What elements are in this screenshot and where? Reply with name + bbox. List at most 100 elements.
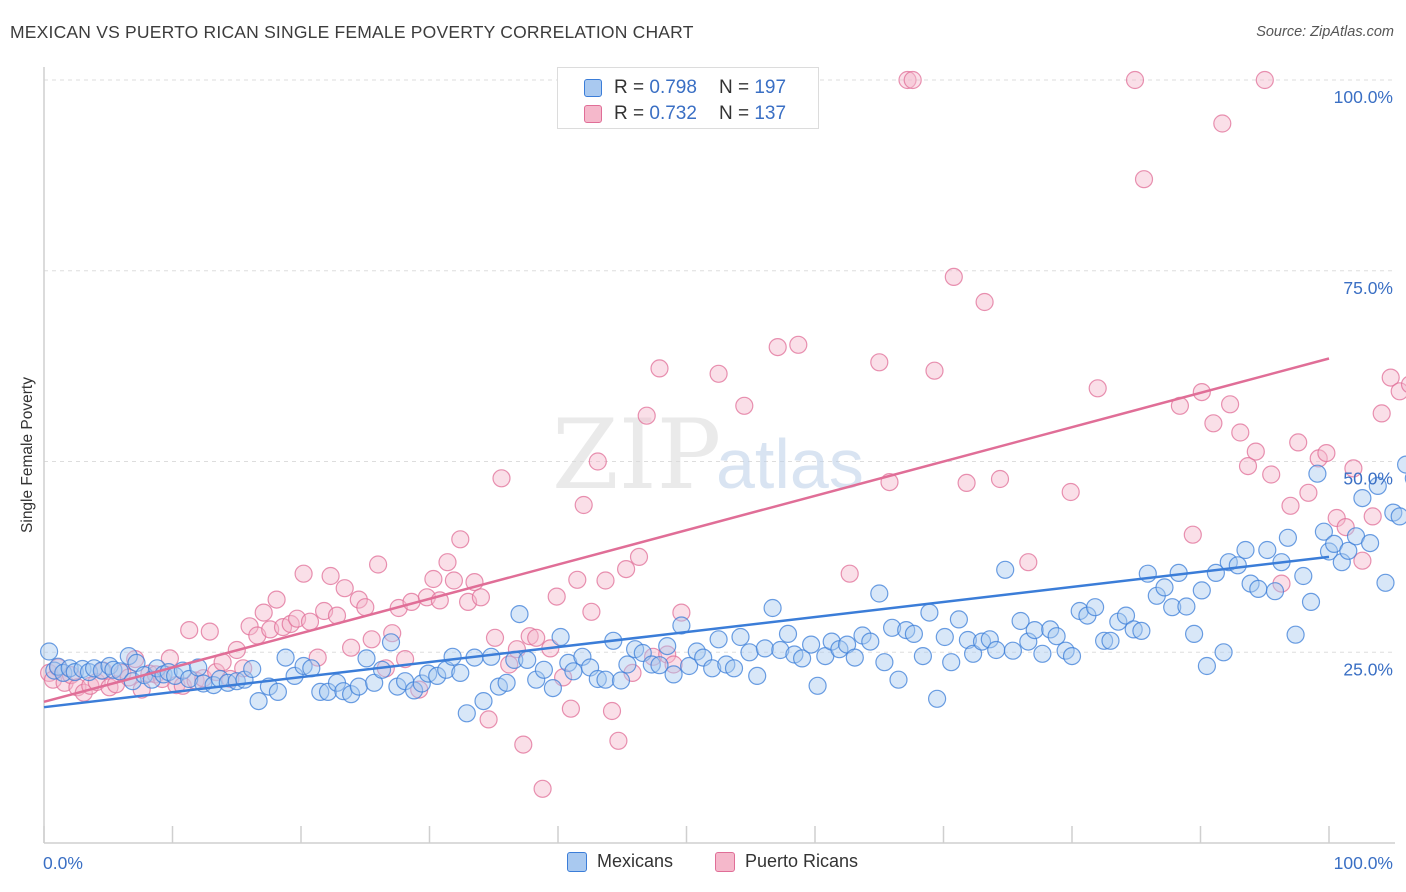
point-mexicans (268, 682, 287, 702)
point-mexicans (1214, 643, 1233, 662)
legend-label-mexicans: Mexicans (597, 851, 674, 871)
point-mexicans (672, 616, 691, 635)
point-mexicans (927, 689, 947, 708)
point-mexicans (1124, 620, 1143, 639)
point-puerto-ricans (1344, 459, 1363, 478)
point-puerto-ricans (547, 587, 566, 606)
point-puerto-ricans (616, 559, 636, 579)
y-tick-label: 75.0% (1343, 278, 1393, 298)
point-mexicans (845, 648, 864, 667)
point-mexicans (771, 640, 790, 660)
point-mexicans (381, 633, 401, 652)
point-puerto-ricans (267, 590, 286, 609)
point-mexicans (942, 653, 961, 672)
point-mexicans (1132, 621, 1151, 641)
point-mexicans (861, 632, 880, 651)
point-puerto-ricans (1246, 442, 1265, 461)
point-mexicans (611, 671, 631, 690)
point-puerto-ricans (200, 622, 219, 641)
point-mexicans (731, 627, 750, 647)
point-mexicans (1011, 611, 1030, 631)
y-tick-label: 100.0% (1334, 87, 1393, 107)
point-puerto-ricans (1400, 376, 1406, 393)
point-mexicans (596, 670, 615, 689)
legend-n-label: N = (718, 77, 750, 98)
point-puerto-ricans (582, 602, 601, 621)
point-puerto-ricans (1372, 404, 1391, 423)
point-mexicans (748, 666, 767, 686)
point-puerto-ricans (574, 495, 593, 515)
point-puerto-ricans (479, 710, 498, 729)
point-mexicans (1062, 646, 1082, 666)
point-mexicans (889, 670, 908, 689)
point-mexicans (428, 666, 447, 686)
point-puerto-ricans (1289, 433, 1308, 452)
point-puerto-ricans (308, 648, 327, 667)
point-mexicans (642, 655, 661, 674)
point-mexicans (1025, 620, 1044, 640)
point-mexicans (311, 682, 330, 702)
point-mexicans (1228, 556, 1247, 575)
point-puerto-ricans (335, 579, 354, 598)
point-puerto-ricans (438, 553, 457, 572)
point-puerto-ricans (898, 70, 917, 90)
point-puerto-ricans (1381, 368, 1400, 387)
point-mexicans (104, 660, 123, 679)
point-mexicans (801, 635, 821, 654)
point-mexicans (451, 663, 470, 683)
point-mexicans (243, 659, 262, 679)
point-puerto-ricans (637, 406, 656, 425)
point-mexicans (342, 685, 361, 704)
point-puerto-ricans (485, 628, 505, 647)
point-mexicans (1019, 632, 1038, 651)
point-puerto-ricans (362, 630, 381, 649)
point-mexicans (822, 632, 841, 651)
y-tick-label: 50.0% (1343, 469, 1393, 489)
point-mexicans (1353, 489, 1372, 508)
point-mexicans (510, 604, 529, 624)
point-puerto-ricans (1336, 517, 1355, 537)
point-mexicans (1033, 644, 1052, 663)
watermark-zip: ZIP (552, 399, 721, 511)
point-mexicans (1376, 573, 1395, 592)
legend-bottom: Mexicans Puerto Ricans (0, 851, 1406, 877)
point-puerto-ricans (944, 267, 963, 286)
point-mexicans (1236, 540, 1255, 560)
point-puerto-ricans (240, 617, 259, 636)
point-mexicans (1116, 606, 1136, 625)
point-mexicans (1003, 641, 1023, 660)
point-mexicans (497, 673, 516, 692)
point-mexicans (882, 618, 902, 637)
legend-row-mexicans: R = 0.798 N = 197 (584, 76, 786, 100)
point-mexicans (658, 636, 677, 656)
point-mexicans (534, 660, 554, 679)
legend-swatch-mexicans (567, 851, 587, 872)
legend-n-value: 137 (754, 103, 787, 124)
point-puerto-ricans (1134, 170, 1154, 189)
point-mexicans (1258, 540, 1277, 560)
point-puerto-ricans (527, 628, 546, 647)
point-mexicans (870, 584, 889, 603)
point-puerto-ricans (1299, 483, 1318, 502)
point-mexicans (1360, 533, 1380, 553)
point-puerto-ricans (321, 566, 340, 586)
point-mexicans (1314, 522, 1334, 541)
point-mexicans (724, 659, 744, 678)
legend-item-mexicans: Mexicans (567, 851, 673, 872)
point-puerto-ricans (588, 452, 607, 471)
point-puerto-ricans (561, 699, 581, 718)
point-puerto-ricans (629, 547, 649, 567)
point-mexicans (1339, 541, 1358, 560)
point-puerto-ricans (254, 603, 273, 622)
legend-top: R = 0.798 N = 197 R = 0.732 N = 137 (557, 67, 819, 129)
point-puerto-ricans (160, 649, 179, 668)
point-mexicans (1390, 507, 1406, 526)
point-puerto-ricans (300, 612, 320, 631)
point-puerto-ricans (383, 624, 402, 643)
point-mexicans (1184, 624, 1204, 644)
point-puerto-ricans (369, 555, 388, 574)
point-mexicans (1177, 597, 1196, 616)
point-puerto-ricans (870, 353, 889, 372)
point-puerto-ricans (789, 335, 808, 354)
